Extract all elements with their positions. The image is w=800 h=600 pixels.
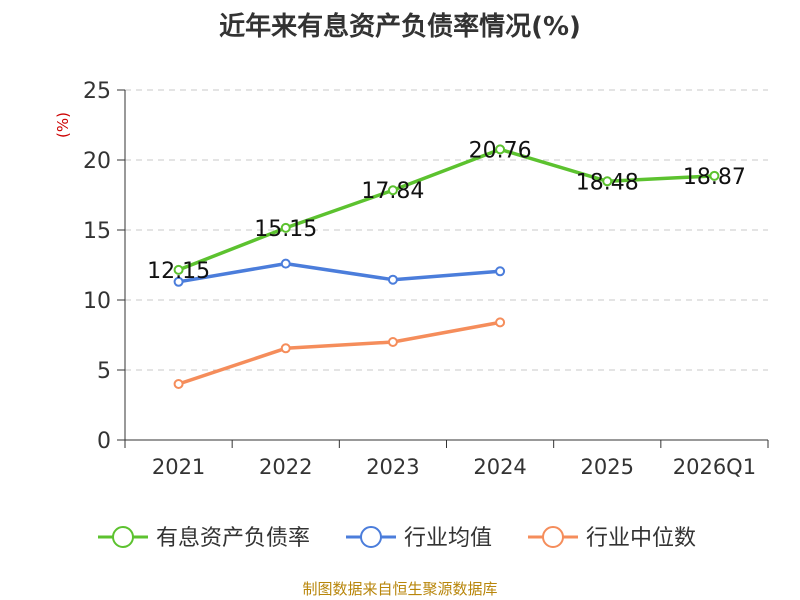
- data-point: [709, 170, 720, 181]
- y-axis-label: (%): [54, 112, 72, 138]
- series-line-2: [178, 320, 501, 386]
- data-label: 18.87: [683, 165, 746, 190]
- data-label: 15.15: [254, 217, 317, 242]
- y-tick-label: 0: [97, 429, 111, 454]
- source-note: 制图数据来自恒生聚源数据库: [302, 580, 498, 598]
- data-point: [173, 276, 184, 287]
- y-tick-label: 20: [83, 149, 111, 174]
- series-line-1: [178, 261, 501, 284]
- legend-marker: [112, 526, 134, 548]
- y-tick-label: 10: [83, 289, 111, 314]
- data-point: [280, 258, 291, 269]
- data-label: 17.84: [361, 179, 424, 204]
- data-label: 12.15: [147, 259, 210, 284]
- data-labels: 12.15 15.15 17.84 20.76 18.48 18.87: [147, 138, 746, 284]
- legend-label: 行业中位数: [586, 526, 696, 551]
- x-tick-label: 2021: [152, 455, 205, 479]
- data-point: [280, 343, 291, 354]
- x-tick-label: 2025: [581, 455, 634, 479]
- data-point: [495, 144, 506, 155]
- data-label: 20.76: [469, 138, 532, 163]
- chart-title: 近年来有息资产负债率情况(%): [219, 12, 581, 42]
- series-lines: [173, 144, 720, 389]
- grid-lines: [125, 89, 768, 371]
- data-point: [173, 379, 184, 389]
- x-tick-label: 2026Q1: [673, 455, 756, 479]
- data-point: [387, 185, 398, 196]
- data-point: [387, 274, 398, 285]
- data-point: [495, 317, 506, 328]
- legend: 有息资产负债率 行业均值 行业中位数: [98, 526, 696, 551]
- x-tick-label: 2022: [259, 455, 312, 479]
- data-point: [602, 176, 613, 187]
- legend-marker: [360, 526, 382, 548]
- y-tick-label: 25: [83, 79, 111, 104]
- data-label: 18.48: [576, 170, 639, 195]
- x-tick-label: 2024: [473, 455, 526, 479]
- legend-marker: [542, 526, 564, 548]
- data-point: [387, 337, 398, 347]
- x-tick-label: 2023: [366, 455, 419, 479]
- data-point: [495, 266, 506, 277]
- data-point: [173, 264, 184, 275]
- y-tick-label: 5: [97, 359, 111, 384]
- series-line-0: [177, 147, 715, 272]
- data-point: [280, 222, 291, 233]
- legend-label: 行业均值: [404, 526, 492, 551]
- y-tick-label: 15: [83, 219, 111, 244]
- legend-label: 有息资产负债率: [156, 526, 310, 551]
